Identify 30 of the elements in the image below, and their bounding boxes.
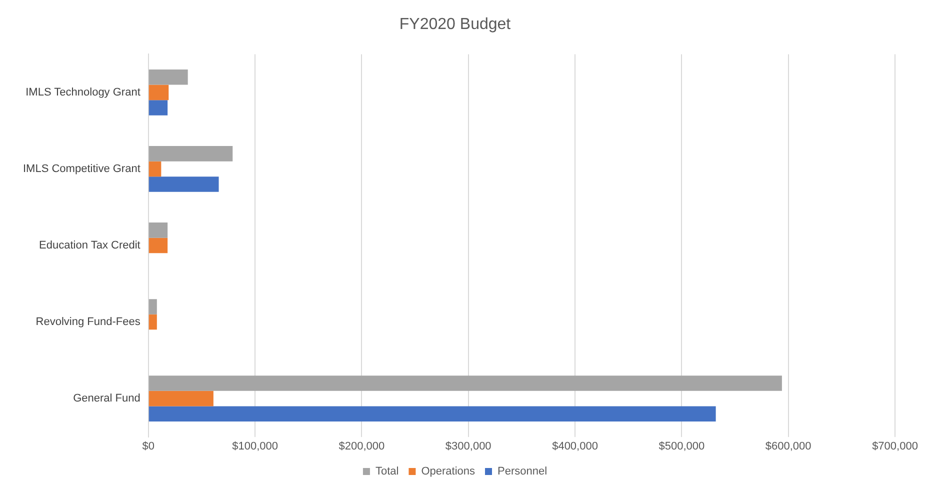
bar — [148, 314, 157, 330]
legend-label: Personnel — [498, 466, 548, 478]
bar — [148, 299, 157, 314]
bar — [148, 70, 188, 85]
x-tick-label: $500,000 — [658, 440, 705, 452]
bar — [148, 238, 168, 254]
x-tick-label: $300,000 — [445, 440, 492, 452]
y-tick-label: Education Tax Credit — [39, 240, 140, 252]
bar — [148, 100, 168, 116]
bar — [148, 176, 219, 192]
bar — [148, 390, 214, 406]
bar — [148, 146, 233, 162]
bar — [148, 161, 162, 177]
bar — [148, 376, 782, 391]
y-tick-label: General Fund — [73, 392, 140, 405]
bar — [148, 84, 169, 100]
y-tick-label: IMLS Technology Grant — [26, 86, 140, 98]
x-tick-label: $100,000 — [232, 440, 278, 452]
bar — [148, 222, 168, 238]
chart-title: FY2020 Budget — [399, 16, 512, 34]
legend-label: Operations — [421, 466, 476, 478]
x-tick-label: $700,000 — [872, 440, 918, 452]
x-tick-label: $0 — [142, 440, 154, 452]
x-tick-label: $600,000 — [765, 440, 812, 452]
bar — [148, 406, 716, 422]
y-tick-label: Revolving Fund-Fees — [36, 316, 141, 328]
x-tick-label: $200,000 — [338, 440, 385, 452]
x-tick-label: $400,000 — [552, 440, 598, 452]
legend-label: Total — [375, 466, 399, 478]
y-tick-label: IMLS Competitive Grant — [23, 163, 140, 176]
